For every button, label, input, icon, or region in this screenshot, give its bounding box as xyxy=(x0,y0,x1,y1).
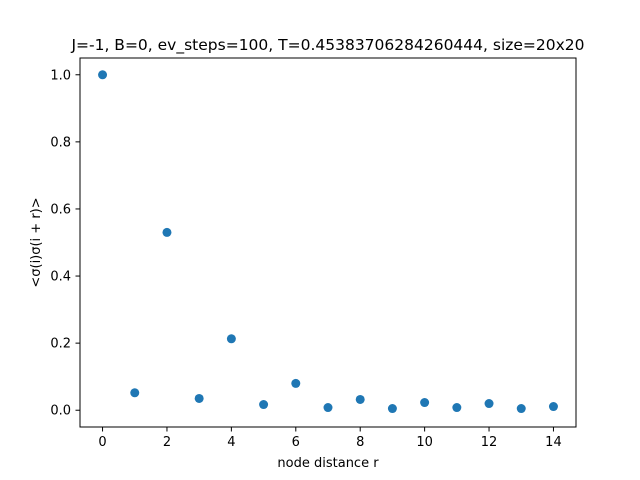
x-tick-label: 12 xyxy=(481,435,498,450)
x-tick-label: 2 xyxy=(163,435,171,450)
data-point xyxy=(355,394,365,404)
y-tick-label: 1.0 xyxy=(50,68,71,83)
x-tick-label: 0 xyxy=(98,435,106,450)
x-axis-label: node distance r xyxy=(277,456,379,471)
data-point xyxy=(548,402,558,412)
data-point xyxy=(387,404,397,414)
y-tick-label: 0.2 xyxy=(50,337,71,352)
x-tick-label: 10 xyxy=(416,435,433,450)
data-point xyxy=(162,227,172,237)
x-tick-label: 4 xyxy=(227,435,235,450)
x-tick-label: 8 xyxy=(356,435,364,450)
data-point xyxy=(516,404,526,414)
plot-frame xyxy=(79,57,577,428)
data-point xyxy=(259,400,269,410)
data-point xyxy=(291,378,301,388)
data-point xyxy=(130,388,140,398)
data-point xyxy=(194,393,204,403)
data-point xyxy=(226,334,236,344)
data-point xyxy=(484,399,494,409)
data-point xyxy=(323,403,333,413)
x-tick-label: 6 xyxy=(292,435,300,450)
x-tick-label: 14 xyxy=(545,435,562,450)
y-tick-label: 0.0 xyxy=(50,404,71,419)
chart-title: J=-1, B=0, ev_steps=100, T=0.45383706284… xyxy=(70,36,584,55)
y-tick-label: 0.8 xyxy=(50,135,71,150)
data-point xyxy=(98,70,108,80)
data-point xyxy=(452,403,462,413)
axis-ticks: 0 2 4 6 8 10 12 14 0.0 0.2 0.4 0.6 0.8 1.0 xyxy=(50,68,561,450)
data-points xyxy=(98,70,558,414)
y-axis-label: <σ(i)σ(i + r)> xyxy=(29,197,44,287)
y-tick-label: 0.6 xyxy=(50,202,71,217)
data-point xyxy=(420,398,430,408)
y-tick-label: 0.4 xyxy=(50,270,71,285)
